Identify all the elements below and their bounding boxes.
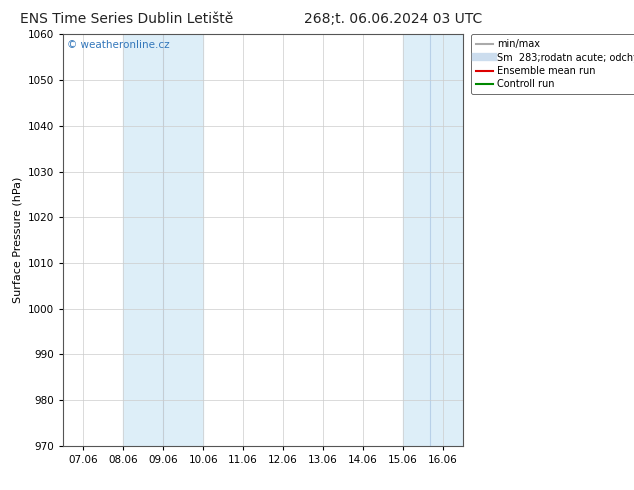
Legend: min/max, Sm  283;rodatn acute; odchylka, Ensemble mean run, Controll run: min/max, Sm 283;rodatn acute; odchylka, … bbox=[471, 34, 634, 94]
Bar bbox=[403, 34, 463, 446]
Text: 268;t. 06.06.2024 03 UTC: 268;t. 06.06.2024 03 UTC bbox=[304, 12, 482, 26]
Text: ENS Time Series Dublin Letiště: ENS Time Series Dublin Letiště bbox=[20, 12, 233, 26]
Text: © weatheronline.cz: © weatheronline.cz bbox=[67, 41, 170, 50]
Bar bbox=[124, 34, 203, 446]
Y-axis label: Surface Pressure (hPa): Surface Pressure (hPa) bbox=[13, 177, 23, 303]
